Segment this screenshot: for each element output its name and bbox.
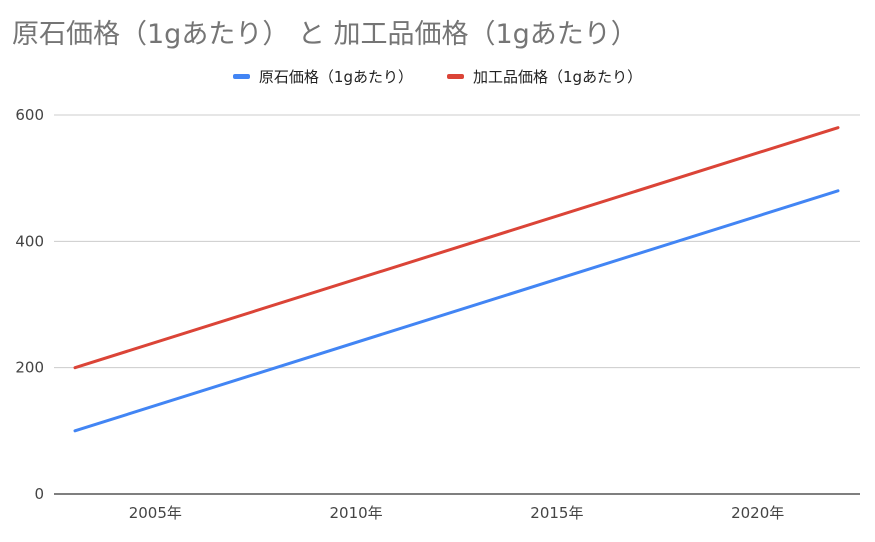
x-tick-label: 2015年 <box>530 504 583 522</box>
series-lines <box>73 126 840 433</box>
x-tick-label: 2020年 <box>731 504 784 522</box>
series-line-0[interactable] <box>73 189 840 433</box>
y-tick-label: 200 <box>15 359 44 377</box>
series-line-1[interactable] <box>73 126 840 370</box>
x-tick-label: 2005年 <box>129 504 182 522</box>
y-tick-label: 600 <box>15 106 44 124</box>
y-tick-label: 400 <box>15 232 44 250</box>
legend-swatch-rough-price <box>232 74 250 79</box>
gridlines <box>54 114 860 369</box>
legend-item-processed-price[interactable]: 加工品価格（1gあたり） <box>447 66 642 87</box>
chart-title: 原石価格（1gあたり） と 加工品価格（1gあたり） <box>12 19 638 50</box>
legend-label-rough-price: 原石価格（1gあたり） <box>258 68 413 86</box>
x-tick-label: 2010年 <box>330 504 383 522</box>
y-axis-labels: 0 200 400 600 <box>15 106 44 503</box>
x-axis-labels: 2005年 2010年 2015年 2020年 <box>129 504 785 522</box>
legend-item-rough-price[interactable]: 原石価格（1gあたり） <box>232 66 413 87</box>
legend-swatch-processed-price <box>447 74 464 79</box>
legend: 原石価格（1gあたり） 加工品価格（1gあたり） <box>0 66 875 87</box>
y-tick-label: 0 <box>34 485 44 503</box>
legend-label-processed-price: 加工品価格（1gあたり） <box>473 68 643 86</box>
